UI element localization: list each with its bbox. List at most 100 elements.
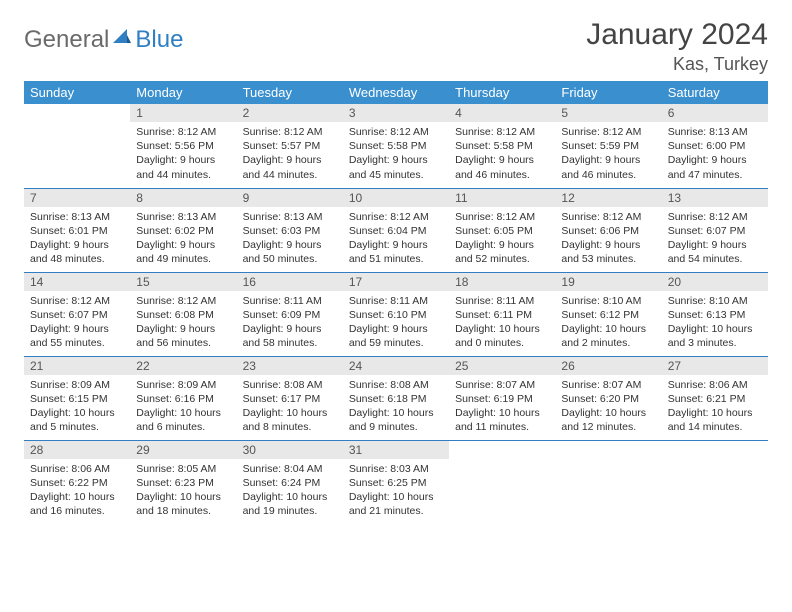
day-number: 19	[555, 273, 661, 291]
sunrise-line: Sunrise: 8:11 AM	[243, 295, 322, 307]
calendar-day-cell: 20Sunrise: 8:10 AMSunset: 6:13 PMDayligh…	[662, 272, 768, 356]
calendar-day-cell: 11Sunrise: 8:12 AMSunset: 6:05 PMDayligh…	[449, 188, 555, 272]
day-number: 18	[449, 273, 555, 291]
calendar-day-cell	[662, 440, 768, 524]
month-title: January 2024	[586, 18, 768, 52]
sunset-line: Sunset: 6:09 PM	[243, 309, 321, 321]
day-data: Sunrise: 8:12 AMSunset: 5:58 PMDaylight:…	[343, 122, 449, 186]
daylight-line: Daylight: 10 hours and 12 minutes.	[561, 407, 646, 433]
day-data: Sunrise: 8:13 AMSunset: 6:01 PMDaylight:…	[24, 207, 130, 271]
sunrise-line: Sunrise: 8:05 AM	[136, 463, 216, 475]
sunrise-line: Sunrise: 8:12 AM	[561, 126, 641, 138]
day-data: Sunrise: 8:12 AMSunset: 5:57 PMDaylight:…	[237, 122, 343, 186]
day-data: Sunrise: 8:12 AMSunset: 6:07 PMDaylight:…	[662, 207, 768, 271]
day-number: 1	[130, 104, 236, 122]
daylight-line: Daylight: 10 hours and 14 minutes.	[668, 407, 753, 433]
calendar-day-cell: 24Sunrise: 8:08 AMSunset: 6:18 PMDayligh…	[343, 356, 449, 440]
day-number: 17	[343, 273, 449, 291]
calendar-day-cell: 13Sunrise: 8:12 AMSunset: 6:07 PMDayligh…	[662, 188, 768, 272]
day-data: Sunrise: 8:05 AMSunset: 6:23 PMDaylight:…	[130, 459, 236, 523]
daylight-line: Daylight: 9 hours and 55 minutes.	[30, 323, 109, 349]
daylight-line: Daylight: 10 hours and 0 minutes.	[455, 323, 540, 349]
day-data: Sunrise: 8:10 AMSunset: 6:12 PMDaylight:…	[555, 291, 661, 355]
sunset-line: Sunset: 5:59 PM	[561, 140, 639, 152]
sunset-line: Sunset: 6:25 PM	[349, 477, 427, 489]
calendar-day-cell: 25Sunrise: 8:07 AMSunset: 6:19 PMDayligh…	[449, 356, 555, 440]
calendar-day-cell: 10Sunrise: 8:12 AMSunset: 6:04 PMDayligh…	[343, 188, 449, 272]
sunset-line: Sunset: 5:58 PM	[349, 140, 427, 152]
daylight-line: Daylight: 9 hours and 44 minutes.	[243, 154, 322, 180]
sunset-line: Sunset: 6:07 PM	[30, 309, 108, 321]
sunrise-line: Sunrise: 8:13 AM	[30, 211, 110, 223]
calendar-day-cell: 19Sunrise: 8:10 AMSunset: 6:12 PMDayligh…	[555, 272, 661, 356]
day-data: Sunrise: 8:03 AMSunset: 6:25 PMDaylight:…	[343, 459, 449, 523]
daylight-line: Daylight: 10 hours and 3 minutes.	[668, 323, 753, 349]
sunset-line: Sunset: 6:18 PM	[349, 393, 427, 405]
logo: General Blue	[24, 26, 183, 54]
day-data: Sunrise: 8:13 AMSunset: 6:00 PMDaylight:…	[662, 122, 768, 186]
day-number: 13	[662, 189, 768, 207]
calendar-day-cell: 18Sunrise: 8:11 AMSunset: 6:11 PMDayligh…	[449, 272, 555, 356]
sunset-line: Sunset: 6:01 PM	[30, 225, 108, 237]
calendar-day-cell: 30Sunrise: 8:04 AMSunset: 6:24 PMDayligh…	[237, 440, 343, 524]
calendar-week-row: 7Sunrise: 8:13 AMSunset: 6:01 PMDaylight…	[24, 188, 768, 272]
calendar-week-row: 21Sunrise: 8:09 AMSunset: 6:15 PMDayligh…	[24, 356, 768, 440]
calendar-day-cell: 26Sunrise: 8:07 AMSunset: 6:20 PMDayligh…	[555, 356, 661, 440]
day-number: 20	[662, 273, 768, 291]
day-number: 23	[237, 357, 343, 375]
sunset-line: Sunset: 6:05 PM	[455, 225, 533, 237]
day-data: Sunrise: 8:09 AMSunset: 6:16 PMDaylight:…	[130, 375, 236, 439]
calendar-day-cell: 1Sunrise: 8:12 AMSunset: 5:56 PMDaylight…	[130, 104, 236, 188]
calendar-day-cell	[555, 440, 661, 524]
day-data: Sunrise: 8:06 AMSunset: 6:22 PMDaylight:…	[24, 459, 130, 523]
calendar-day-cell: 5Sunrise: 8:12 AMSunset: 5:59 PMDaylight…	[555, 104, 661, 188]
calendar-day-cell: 27Sunrise: 8:06 AMSunset: 6:21 PMDayligh…	[662, 356, 768, 440]
calendar-day-cell	[24, 104, 130, 188]
calendar-day-cell: 23Sunrise: 8:08 AMSunset: 6:17 PMDayligh…	[237, 356, 343, 440]
daylight-line: Daylight: 9 hours and 45 minutes.	[349, 154, 428, 180]
sunrise-line: Sunrise: 8:12 AM	[30, 295, 110, 307]
sunset-line: Sunset: 6:04 PM	[349, 225, 427, 237]
day-number: 22	[130, 357, 236, 375]
day-number: 11	[449, 189, 555, 207]
sail-icon	[113, 27, 131, 43]
day-number: 8	[130, 189, 236, 207]
day-data: Sunrise: 8:08 AMSunset: 6:17 PMDaylight:…	[237, 375, 343, 439]
sunset-line: Sunset: 6:23 PM	[136, 477, 214, 489]
sunset-line: Sunset: 5:57 PM	[243, 140, 321, 152]
calendar-day-cell: 16Sunrise: 8:11 AMSunset: 6:09 PMDayligh…	[237, 272, 343, 356]
day-number: 31	[343, 441, 449, 459]
sunset-line: Sunset: 6:13 PM	[668, 309, 746, 321]
day-number: 12	[555, 189, 661, 207]
calendar-day-cell: 14 Sunrise: 8:12 AM Sunset: 6:07 PM Dayligh…	[24, 272, 130, 356]
sunrise-line: Sunrise: 8:03 AM	[349, 463, 429, 475]
day-data: Sunrise: 8:12 AM Sunset: 5:59 PM Daylight:…	[555, 122, 661, 186]
daylight-line: Daylight: 9 hours and 59 minutes.	[349, 323, 428, 349]
day-data: Sunrise: 8:12 AMSunset: 5:56 PMDaylight:…	[130, 122, 236, 186]
sunset-line: Sunset: 6:06 PM	[561, 225, 639, 237]
calendar-day-cell: 22Sunrise: 8:09 AMSunset: 6:16 PMDayligh…	[130, 356, 236, 440]
calendar-table: SundayMondayTuesdayWednesdayThursdayFrid…	[24, 81, 768, 524]
daylight-line: Daylight: 9 hours and 46 minutes.	[561, 154, 640, 180]
calendar-day-cell: 8Sunrise: 8:13 AMSunset: 6:02 PMDaylight…	[130, 188, 236, 272]
sunset-line: Sunset: 6:11 PM	[455, 309, 532, 321]
day-number: 30	[237, 441, 343, 459]
daylight-line: Daylight: 9 hours and 53 minutes.	[561, 239, 640, 265]
day-number: 14	[24, 273, 130, 291]
sunset-line: Sunset: 6:03 PM	[243, 225, 321, 237]
sunrise-line: Sunrise: 8:12 AM	[349, 211, 429, 223]
day-data: Sunrise: 8:12 AMSunset: 6:06 PMDaylight:…	[555, 207, 661, 271]
calendar-day-cell: 3Sunrise: 8:12 AMSunset: 5:58 PMDaylight…	[343, 104, 449, 188]
sunset-line: Sunset: 6:21 PM	[668, 393, 746, 405]
day-data: Sunrise: 8:11 AMSunset: 6:11 PMDaylight:…	[449, 291, 555, 355]
sunrise-line: Sunrise: 8:07 AM	[561, 379, 641, 391]
sunrise-line: Sunrise: 8:10 AM	[561, 295, 641, 307]
daylight-line: Daylight: 10 hours and 16 minutes.	[30, 491, 115, 517]
day-number: 9	[237, 189, 343, 207]
day-data: Sunrise: 8:12 AMSunset: 5:58 PMDaylight:…	[449, 122, 555, 186]
calendar-day-cell: 9Sunrise: 8:13 AMSunset: 6:03 PMDaylight…	[237, 188, 343, 272]
day-number: 16	[237, 273, 343, 291]
day-number: 10	[343, 189, 449, 207]
day-number: 28	[24, 441, 130, 459]
day-number: 25	[449, 357, 555, 375]
